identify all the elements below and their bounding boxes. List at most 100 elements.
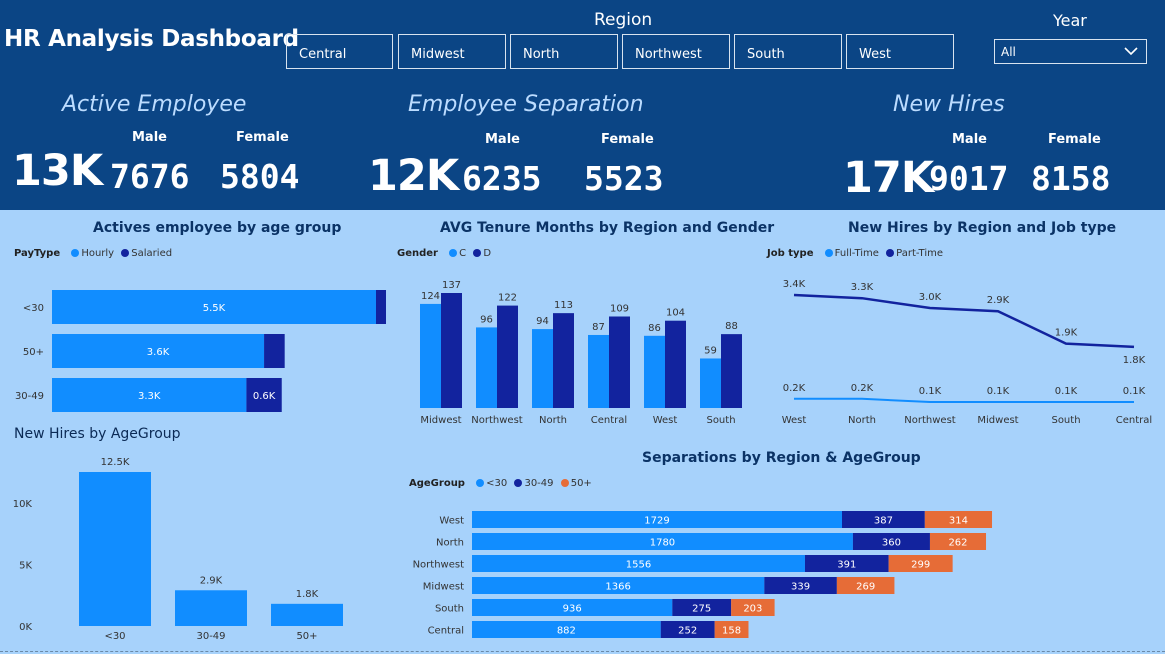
bar-segment	[804, 555, 889, 572]
legend-paytype: PayType Hourly Salaried	[14, 248, 172, 259]
bar-segment	[714, 621, 749, 638]
data-label: 936	[563, 604, 582, 615]
tick-label: North	[848, 415, 876, 426]
legend-dot-icon	[514, 479, 523, 487]
kpi-separation-female-label: Female	[601, 132, 654, 147]
bar-salaried	[375, 290, 386, 324]
legend-dot-icon	[824, 249, 833, 257]
data-label: 86	[648, 323, 661, 334]
data-label: 3.3K	[138, 391, 161, 402]
tick-label: <30	[104, 631, 125, 642]
data-label: 1.9K	[1055, 328, 1078, 339]
bar-segment	[929, 533, 987, 550]
tick-label: <30	[23, 303, 44, 314]
bar-salaried	[264, 334, 285, 368]
chart-title-actives-age: Actives employee by age group	[93, 220, 342, 236]
data-label: 262	[948, 538, 967, 549]
line-full-time	[794, 397, 1134, 403]
tick-label: 30-49	[15, 391, 44, 402]
kpi-hires-female: 8158	[1031, 159, 1111, 198]
data-label: 1556	[626, 560, 651, 571]
tick-label: North	[436, 538, 464, 549]
legend-dot-icon	[886, 249, 895, 257]
data-label: 137	[442, 280, 461, 291]
legend-jobtype: Job type Full-Time Part-Time	[767, 248, 943, 259]
kpi-active-title: Active Employee	[62, 92, 247, 117]
legend-gender-title: Gender	[397, 248, 438, 259]
data-label: 1.8K	[1123, 355, 1146, 366]
bar-d	[553, 313, 574, 408]
page-bottom-divider	[0, 651, 1165, 652]
kpi-separation-female: 5523	[584, 159, 664, 198]
data-label: 12.5K	[101, 457, 130, 468]
kpi-active-female: 5804	[220, 157, 300, 196]
data-label: 94	[536, 316, 549, 327]
legend-item-salaried[interactable]: Salaried	[131, 248, 173, 259]
data-label: 882	[557, 626, 576, 637]
year-dropdown[interactable]: All	[994, 39, 1147, 64]
data-label: 275	[692, 604, 711, 615]
data-label: 1780	[650, 538, 675, 549]
data-label: 2.9K	[987, 295, 1010, 306]
data-label: 0.2K	[783, 383, 806, 394]
bar-hourly	[52, 378, 247, 412]
region-button-south[interactable]: South	[734, 34, 842, 69]
bar-d	[441, 293, 462, 408]
tick-label: West	[439, 516, 464, 527]
data-label: 124	[421, 291, 440, 302]
bar-segment	[472, 533, 853, 550]
legend-item-parttime[interactable]: Part-Time	[896, 248, 944, 259]
region-button-midwest[interactable]: Midwest	[398, 34, 506, 69]
data-label: 299	[911, 560, 930, 571]
region-button-northwest[interactable]: Northwest	[622, 34, 730, 69]
kpi-separation-male: 6235	[462, 159, 542, 198]
legend-gender: Gender C D	[397, 248, 491, 259]
legend-item-fulltime[interactable]: Full-Time	[834, 248, 879, 259]
year-dropdown-value: All	[1001, 45, 1016, 59]
legend-item-c[interactable]: C	[459, 248, 467, 259]
bar-hourly	[52, 334, 265, 368]
bar-segment	[472, 511, 842, 528]
bar-segment	[731, 599, 775, 616]
tick-label: Northwest	[413, 560, 465, 571]
bar-d	[721, 334, 742, 408]
legend-agegroup-title: AgeGroup	[409, 478, 465, 489]
legend-item-30-49[interactable]: 30-49	[524, 478, 554, 489]
legend-item-50plus[interactable]: 50+	[570, 478, 592, 489]
bar-hourly	[52, 290, 376, 324]
bar-segment	[472, 577, 765, 594]
bar-c	[532, 329, 553, 408]
legend-item-under30[interactable]: <30	[486, 478, 508, 489]
kpi-separation-title: Employee Separation	[408, 92, 644, 117]
data-label: 1366	[605, 582, 630, 593]
data-label: 88	[725, 321, 738, 332]
data-label: 1729	[644, 516, 669, 527]
data-label: 3.3K	[851, 282, 874, 293]
region-button-central[interactable]: Central	[286, 34, 393, 69]
data-label: 113	[554, 300, 573, 311]
bar-segment	[836, 577, 895, 594]
data-label: 87	[592, 322, 605, 333]
kpi-hires-title: New Hires	[893, 92, 1005, 117]
bar-segment	[924, 511, 993, 528]
legend-dot-icon	[476, 479, 485, 487]
legend-item-d[interactable]: D	[483, 248, 492, 259]
data-label: 0.2K	[851, 383, 874, 394]
data-label: 387	[874, 516, 893, 527]
kpi-separation-total: 12K	[368, 151, 459, 201]
kpi-hires-total: 17K	[843, 153, 934, 203]
bar-d	[609, 316, 630, 408]
bar-segment	[660, 621, 715, 638]
kpi-active-male-label: Male	[132, 130, 167, 145]
region-button-north[interactable]: North	[510, 34, 618, 69]
tick-label: South	[435, 604, 464, 615]
tick-label: 50+	[296, 631, 317, 642]
data-label: 391	[837, 560, 856, 571]
tick-label: Midwest	[423, 582, 464, 593]
tick-label: 5K	[19, 560, 32, 571]
legend-item-hourly[interactable]: Hourly	[81, 248, 115, 259]
region-button-west[interactable]: West	[846, 34, 954, 69]
chart-title-tenure: AVG Tenure Months by Region and Gender	[440, 220, 775, 236]
bar-hires	[175, 590, 247, 626]
